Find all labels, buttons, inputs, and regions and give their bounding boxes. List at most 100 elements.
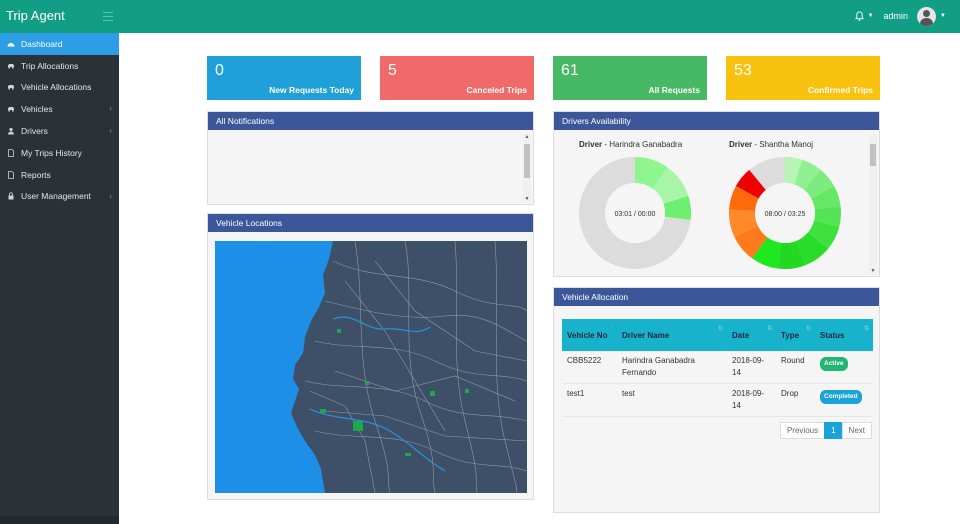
donut-segment [663, 195, 691, 221]
sidebar-item-user-management[interactable]: User Management ‹ [0, 186, 119, 208]
menu-toggle-icon[interactable] [103, 12, 113, 21]
donut-segment [729, 209, 758, 237]
bell-icon[interactable] [854, 11, 864, 21]
panel-title: Vehicle Allocation [554, 288, 879, 306]
pagination: Previous 1 Next [779, 422, 872, 439]
table-row[interactable]: CBB5222 Harindra Ganabadra Fernando 2018… [562, 351, 873, 384]
sidebar-item-dashboard[interactable]: Dashboard [0, 33, 119, 55]
donut-segment [794, 159, 821, 190]
pagination-previous-button[interactable]: Previous [779, 422, 826, 439]
scroll-up-icon[interactable]: ▲ [524, 134, 530, 140]
drivers-availability-panel: Drivers Availability Driver - Harindra G… [553, 111, 880, 277]
driver-availability-donut[interactable]: 08:00 / 03:25 [729, 157, 841, 269]
donut-segment [734, 225, 768, 259]
table-row[interactable]: test1 test 2018-09-14 Drop Completed [562, 383, 873, 417]
column-header-status[interactable]: Status ⇅ [815, 319, 873, 351]
donut-segment [777, 240, 806, 269]
status-badge: Completed [820, 390, 862, 404]
scrollbar[interactable]: ▲ ▼ [523, 134, 531, 202]
sidebar-item-my-trips-history[interactable]: My Trips History [0, 142, 119, 164]
driver-title: Driver - Harindra Ganabadra [579, 140, 683, 149]
scrollbar-thumb[interactable] [870, 144, 876, 166]
pagination-next-button[interactable]: Next [841, 422, 872, 439]
donut-segment [764, 157, 785, 186]
map-view[interactable] [215, 241, 527, 493]
document-icon [6, 170, 15, 179]
driver-title: Driver - Shantha Manoj [729, 140, 814, 149]
chevron-left-icon: ‹ [109, 191, 112, 201]
column-header-date[interactable]: Date ⇅ [727, 319, 776, 351]
donut-segment [796, 232, 829, 266]
scroll-down-icon[interactable]: ▼ [870, 268, 876, 274]
pagination-page-button[interactable]: 1 [824, 422, 843, 439]
stat-label: All Requests [648, 85, 701, 95]
donut-segment [752, 237, 782, 269]
stat-value: 61 [561, 62, 579, 79]
username[interactable]: admin [883, 11, 909, 21]
sidebar-item-trip-allocations[interactable]: Trip Allocations [0, 55, 119, 77]
app-title[interactable]: Trip Agent [0, 0, 119, 33]
panel-title: All Notifications [208, 112, 533, 130]
donut-segment [811, 186, 841, 210]
car-icon [6, 61, 15, 70]
stat-all-requests[interactable]: 61 All Requests [553, 56, 707, 100]
sidebar-item-vehicle-allocations[interactable]: Vehicle Allocations [0, 77, 119, 99]
stat-confirmed-trips[interactable]: 53 Confirmed Trips [726, 56, 880, 100]
panel-title: Vehicle Locations [208, 214, 533, 232]
chevron-down-icon[interactable]: ▼ [940, 13, 946, 19]
avatar[interactable] [917, 6, 937, 26]
vehicle-allocation-panel: Vehicle Allocation Vehicle No ↑ Driver Na… [553, 287, 880, 513]
vehicle-locations-panel: Vehicle Locations [207, 213, 534, 500]
column-header-type[interactable]: Type ⇅ [776, 319, 815, 351]
scrollbar-thumb[interactable] [524, 144, 530, 178]
scroll-down-icon[interactable]: ▼ [524, 196, 530, 202]
donut-center-label: 08:00 / 03:25 [765, 211, 806, 218]
sort-icon[interactable]: ⇅ [766, 326, 772, 332]
donut-segment [814, 205, 841, 227]
stat-canceled-trips[interactable]: 5 Canceled Trips [380, 56, 534, 100]
stat-label: Canceled Trips [466, 85, 527, 95]
donut-segment [785, 157, 803, 185]
chevron-down-icon[interactable]: ▼ [867, 13, 874, 19]
sort-icon[interactable]: ⇅ [805, 326, 811, 332]
car-icon [6, 105, 15, 114]
chevron-left-icon: ‹ [109, 126, 112, 136]
car-icon [6, 83, 15, 92]
vehicle-allocation-table: Vehicle No ↑ Driver Name ⇅ Date ⇅ Type ⇅ Sta… [562, 319, 873, 417]
donut-segment [635, 157, 668, 189]
donut-segment [804, 169, 835, 199]
stat-value: 0 [215, 62, 224, 79]
sidebar-item-vehicles[interactable]: Vehicles ‹ [0, 98, 119, 120]
column-header-vehicle-no[interactable]: Vehicle No ↑ [562, 319, 617, 351]
document-icon [6, 148, 15, 157]
sort-icon[interactable]: ⇅ [863, 326, 869, 332]
sidebar-item-drivers[interactable]: Drivers ‹ [0, 120, 119, 142]
donut-segment [735, 169, 766, 199]
sidebar: Dashboard Trip Allocations Vehicle Alloc… [0, 33, 119, 524]
top-navbar [0, 0, 960, 33]
dashboard-icon [6, 39, 15, 48]
header-right: ▼ admin ▼ [854, 6, 946, 26]
user-icon [6, 127, 15, 136]
lock-icon [6, 192, 15, 201]
driver-availability-donut[interactable]: 03:01 / 00:00 [579, 157, 691, 269]
stat-new-requests[interactable]: 0 New Requests Today [207, 56, 361, 100]
chevron-left-icon: ‹ [109, 104, 112, 114]
sort-icon[interactable]: ⇅ [717, 326, 723, 332]
donut-segment [579, 157, 691, 269]
notifications-panel: All Notifications ▲ ▼ [207, 111, 534, 205]
scrollbar[interactable]: ▼ [869, 134, 877, 274]
donut-segment [808, 220, 840, 249]
stat-label: New Requests Today [269, 85, 354, 95]
stat-value: 5 [388, 62, 397, 79]
donut-segment [652, 167, 689, 204]
stat-label: Confirmed Trips [807, 85, 873, 95]
sidebar-footer [0, 516, 119, 524]
sort-icon[interactable]: ↑ [610, 325, 613, 331]
column-header-driver-name[interactable]: Driver Name ⇅ [617, 319, 727, 351]
panel-title: Drivers Availability [554, 112, 879, 130]
status-badge: Active [820, 357, 848, 371]
donut-segment [729, 186, 759, 212]
donut-segment [749, 160, 774, 190]
sidebar-item-reports[interactable]: Reports [0, 164, 119, 186]
